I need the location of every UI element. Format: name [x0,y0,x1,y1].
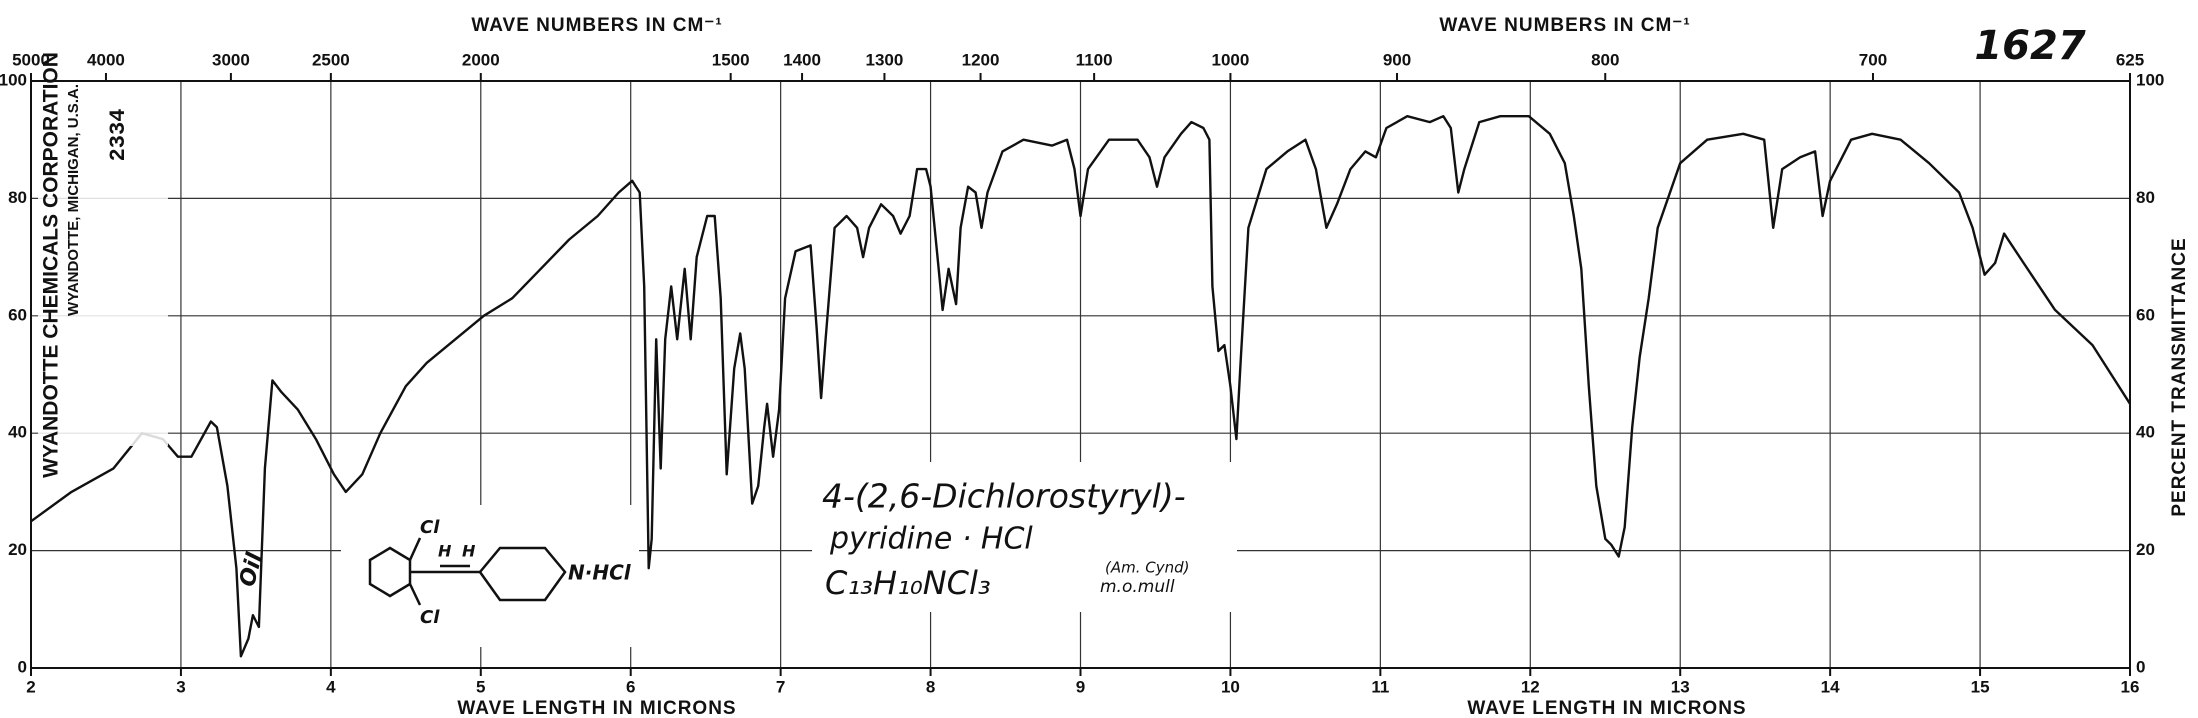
spectrum-line [30,115,2132,658]
sample-label: Oil [235,550,268,590]
x2-tick-label: 1400 [783,50,821,69]
stamp-background [38,86,168,446]
x-tick-label: 15 [1971,677,1990,696]
x-axis-title: WAVE LENGTH IN MICRONS [1467,698,1746,718]
compound-formula: C₁₃H₁₀NCl₃ [825,564,991,602]
x-tick-label: 11 [1371,677,1389,696]
x2-tick-label: 1200 [962,50,1000,69]
x-tick-label: 4 [326,677,336,696]
x-tick-label: 7 [776,677,785,696]
x-tick-label: 2 [26,677,35,696]
x2-tick-label: 900 [1383,50,1411,69]
bond [408,537,422,561]
y-right-tick-label: 40 [2136,423,2155,442]
x2-tick-label: 1100 [1076,50,1113,69]
y-right-tick-label: 100 [2136,70,2164,89]
x2-tick-label: 1500 [712,50,750,69]
x2-tick-label: 625 [2116,50,2144,69]
structure-label: H [462,542,476,561]
y-right-tick-label: 20 [2136,540,2155,559]
pyridine-ring [478,546,567,602]
sample-source: (Am. Cynd) [1105,559,1190,577]
x-tick-label: 12 [1521,677,1540,696]
x-tick-label: 16 [2121,677,2140,696]
x-tick-label: 8 [926,677,935,696]
y-tick-label: 40 [8,423,27,442]
company-name: WYANDOTTE CHEMICALS CORPORATION [40,52,63,478]
x2-tick-label: 1300 [866,50,904,69]
structure-label: H [438,542,452,561]
structure-drawing: Cl Cl H H N·HCl [341,505,639,647]
x2-axis-title: WAVE NUMBERS IN CM⁻¹ [471,15,722,36]
x2-tick-label: 4000 [87,50,125,69]
bond [408,583,422,606]
x2-axis-title: WAVE NUMBERS IN CM⁻¹ [1439,15,1690,36]
x2-tick-label: 700 [1859,50,1887,69]
x2-tick-label: 2000 [462,50,500,69]
y-tick-label: 0 [18,657,27,676]
x-tick-label: 14 [1821,677,1840,696]
spectrum-number: 1627 [1974,23,2085,69]
structure-label: Cl [420,517,440,538]
x2-tick-label: 800 [1591,50,1619,69]
structure-label: Cl [420,607,440,628]
company-stamp: WYANDOTTE CHEMICALS CORPORATION WYANDOTT… [38,52,168,478]
y-tick-label: 60 [8,305,27,324]
y-tick-label: 80 [8,188,27,207]
compound-box: 4-(2,6-Dichlorostyryl)- pyridine · HCl C… [812,462,1237,612]
x-tick-label: 10 [1221,677,1240,696]
company-location: WYANDOTTE, MICHIGAN, U.S.A. [65,84,82,316]
x-tick-label: 6 [626,677,635,696]
y-tick-label: 20 [8,540,27,559]
compound-background [812,462,1237,612]
y-right-tick-label: 80 [2136,188,2155,207]
x-tick-label: 5 [476,677,485,696]
y-axis-title: PERCENT TRANSMITTANCE [2169,237,2190,516]
x-tick-label: 9 [1076,677,1085,696]
x-tick-label: 3 [176,677,185,696]
catalog-number: 2334 [106,109,131,162]
compound-name: pyridine · HCl [829,522,1033,557]
structure-background [341,505,639,647]
x-axis-title: WAVE LENGTH IN MICRONS [457,698,736,718]
sample-medium: m.o.mull [1100,577,1175,597]
compound-name: 4-(2,6-Dichlorostyryl)- [822,477,1186,516]
x2-tick-label: 2500 [312,50,350,69]
structure-label: N·HCl [568,561,632,585]
y-right-tick-label: 60 [2136,305,2155,324]
y-right-tick-label: 0 [2136,657,2145,676]
x-tick-label: 13 [1671,677,1690,696]
x2-tick-label: 5000 [12,50,50,69]
y-tick-label: 100 [0,70,27,89]
x2-tick-label: 1000 [1212,50,1250,69]
x2-tick-label: 3000 [212,50,250,69]
